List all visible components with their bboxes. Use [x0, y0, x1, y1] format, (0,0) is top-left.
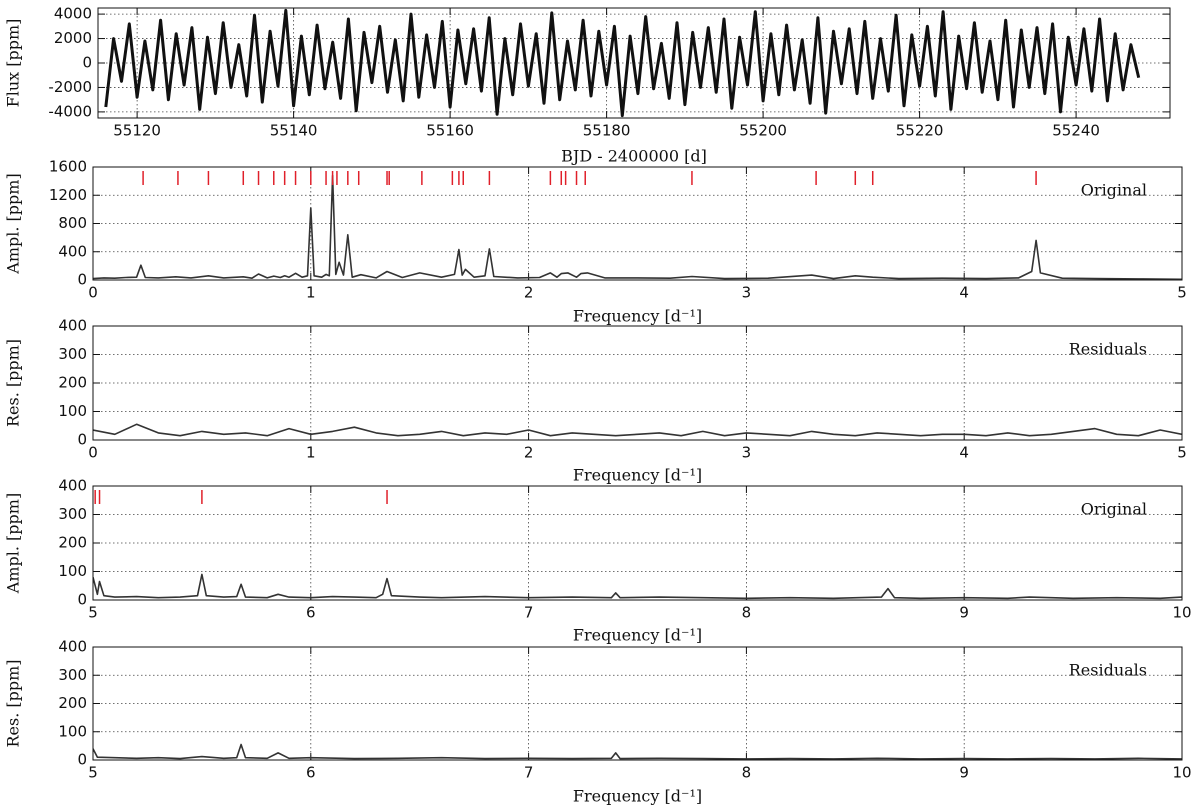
x-tick-label: 1 — [306, 284, 316, 302]
y-tick-label: 0 — [77, 431, 87, 449]
x-tick-label: 4 — [959, 444, 969, 462]
x-tick-label: 0 — [88, 444, 98, 462]
x-tick-label: 7 — [524, 764, 534, 782]
y-tick-label: 300 — [58, 505, 87, 523]
y-tick-label: 0 — [77, 591, 87, 609]
y-tick-label: 400 — [58, 242, 87, 260]
x-tick-label: 3 — [742, 284, 752, 302]
y-tick-label: 2000 — [54, 29, 92, 47]
y-tick-label: 400 — [58, 317, 87, 335]
y-tick-label: 400 — [58, 477, 87, 495]
y-tick-label: 200 — [58, 534, 87, 552]
y-axis-label: Res. [ppm] — [4, 339, 23, 427]
x-tick-label: 55160 — [426, 122, 474, 140]
x-tick-label: 5 — [88, 764, 98, 782]
plot-frame — [92, 166, 1183, 281]
x-tick-label: 55240 — [1052, 122, 1100, 140]
annotation: Original — [1081, 500, 1147, 519]
x-tick-label: 8 — [742, 764, 752, 782]
y-tick-label: 1200 — [49, 186, 87, 204]
plot-frame — [92, 485, 1183, 601]
y-tick-label: 0 — [77, 271, 87, 289]
x-tick-label: 55200 — [739, 122, 787, 140]
x-tick-label: 55140 — [270, 122, 318, 140]
data-line — [93, 174, 1182, 280]
y-tick-label: 100 — [58, 402, 87, 420]
annotation: Residuals — [1069, 340, 1147, 359]
x-axis-label: Frequency [d⁻¹] — [573, 466, 702, 485]
y-axis-label: Flux [ppm] — [4, 19, 23, 108]
x-tick-label: 8 — [742, 604, 752, 622]
x-tick-label: 6 — [306, 764, 316, 782]
y-tick-label: 300 — [58, 666, 87, 684]
y-tick-label: 100 — [58, 722, 87, 740]
x-tick-label: 2 — [524, 444, 534, 462]
x-tick-label: 5 — [1177, 284, 1187, 302]
x-tick-label: 10 — [1172, 764, 1191, 782]
x-tick-label: 5 — [1177, 444, 1187, 462]
y-tick-label: 0 — [82, 54, 92, 72]
x-tick-label: 4 — [959, 284, 969, 302]
y-tick-label: 300 — [58, 345, 87, 363]
x-axis-label: BJD - 2400000 [d] — [561, 147, 707, 166]
annotation: Residuals — [1069, 661, 1147, 680]
annotation: Original — [1081, 181, 1147, 200]
plot-frame — [92, 646, 1183, 761]
data-line — [93, 743, 1182, 760]
x-tick-label: 55120 — [113, 122, 161, 140]
data-line — [93, 423, 1182, 437]
x-tick-label: 1 — [306, 444, 316, 462]
y-tick-label: -2000 — [48, 78, 92, 96]
y-tick-label: 100 — [58, 562, 87, 580]
data-line — [93, 573, 1182, 600]
x-tick-label: 2 — [524, 284, 534, 302]
y-axis-label: Ampl. [ppm] — [4, 173, 23, 274]
y-tick-label: 1600 — [49, 158, 87, 176]
x-tick-label: 7 — [524, 604, 534, 622]
y-tick-label: -4000 — [48, 102, 92, 120]
x-tick-label: 55220 — [896, 122, 944, 140]
x-axis-label: Frequency [d⁻¹] — [573, 307, 702, 326]
y-tick-label: 200 — [58, 694, 87, 712]
x-tick-label: 0 — [88, 284, 98, 302]
y-tick-label: 800 — [58, 214, 87, 232]
x-axis-label: Frequency [d⁻¹] — [573, 626, 702, 645]
plot-frame — [97, 7, 1171, 119]
x-tick-label: 3 — [742, 444, 752, 462]
x-tick-label: 6 — [306, 604, 316, 622]
y-axis-label: Ampl. [ppm] — [4, 493, 23, 594]
x-tick-label: 5 — [88, 604, 98, 622]
x-tick-label: 9 — [959, 604, 969, 622]
data-line — [104, 8, 1141, 118]
y-axis-label: Res. [ppm] — [4, 659, 23, 747]
y-tick-label: 200 — [58, 374, 87, 392]
y-tick-label: 0 — [77, 751, 87, 769]
plot-frame — [92, 325, 1183, 441]
x-tick-label: 9 — [959, 764, 969, 782]
x-tick-label: 55180 — [583, 122, 631, 140]
y-tick-label: 400 — [58, 638, 87, 656]
x-tick-label: 10 — [1172, 604, 1191, 622]
y-tick-label: 4000 — [54, 5, 92, 23]
x-axis-label: Frequency [d⁻¹] — [573, 787, 702, 806]
